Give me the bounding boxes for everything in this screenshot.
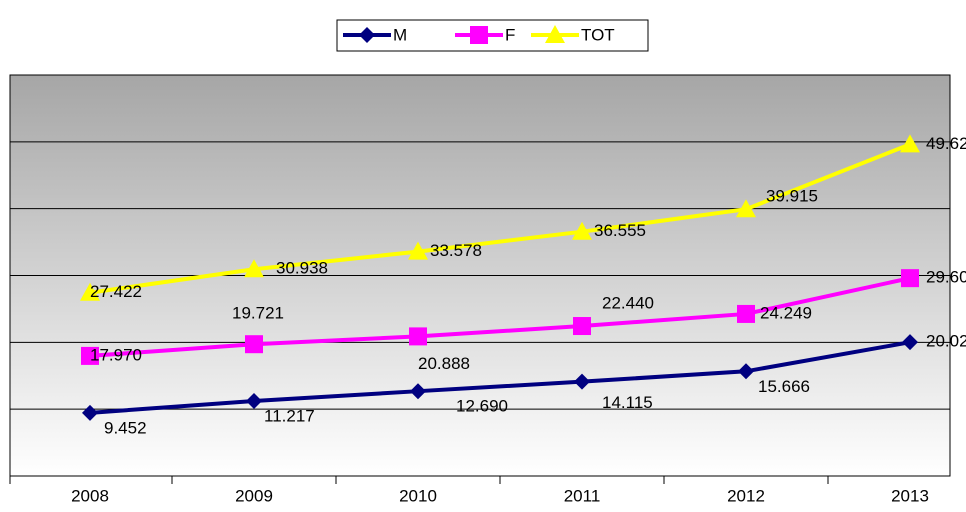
marker <box>738 363 754 380</box>
data-label: 33.578 <box>430 241 482 260</box>
marker <box>244 259 264 278</box>
marker <box>736 199 756 218</box>
marker <box>245 335 263 354</box>
marker <box>574 373 590 390</box>
data-label: 17.970 <box>90 345 142 364</box>
marker <box>572 221 592 240</box>
series-line <box>89 340 911 415</box>
data-label: 9.452 <box>104 418 147 437</box>
data-label: 27.422 <box>90 282 142 301</box>
marker <box>81 346 99 365</box>
data-label: 30.938 <box>276 259 328 278</box>
data-label: 29.604 <box>926 268 966 287</box>
series-line <box>89 276 911 358</box>
data-label: 20.888 <box>418 354 470 373</box>
legend-label: TOT <box>581 25 615 44</box>
marker <box>82 404 98 421</box>
marker <box>409 327 427 346</box>
data-label: 49.626 <box>926 134 966 153</box>
data-label: 14.115 <box>602 393 653 412</box>
data-label: 24.249 <box>760 303 812 322</box>
marker <box>80 282 100 301</box>
marker <box>408 241 428 260</box>
x-tick-label: 2010 <box>399 486 437 505</box>
legend-label: M <box>393 25 407 44</box>
data-label: 12.690 <box>456 397 508 416</box>
marker <box>246 393 262 410</box>
marker <box>573 317 591 336</box>
x-tick-label: 2009 <box>235 486 273 505</box>
x-tick-label: 2008 <box>71 486 109 505</box>
marker <box>901 269 919 288</box>
x-tick-label: 2011 <box>564 486 601 505</box>
data-label: 36.555 <box>594 221 646 240</box>
data-label: 39.915 <box>766 187 818 206</box>
marker <box>737 304 755 323</box>
marker <box>545 25 565 43</box>
data-label: 19.721 <box>232 304 284 323</box>
marker <box>470 26 488 44</box>
data-label: 15.666 <box>758 377 810 396</box>
series-line <box>89 142 911 295</box>
data-label: 20.022 <box>926 332 966 351</box>
data-label: 22.440 <box>602 294 654 313</box>
marker <box>902 334 918 351</box>
marker <box>359 27 375 43</box>
x-tick-label: 2012 <box>727 486 765 505</box>
x-tick-label: 2013 <box>891 486 929 505</box>
marker <box>410 383 426 400</box>
data-label: 11.217 <box>264 407 315 426</box>
legend-label: F <box>505 25 515 44</box>
marker <box>900 134 920 153</box>
